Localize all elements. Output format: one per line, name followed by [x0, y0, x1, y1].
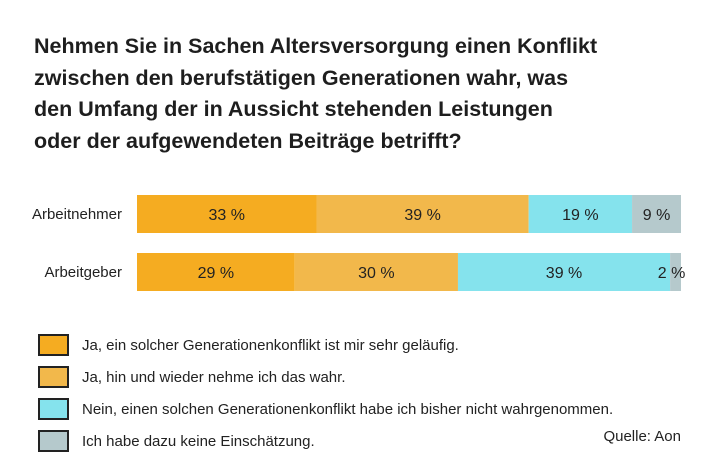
- bar-segment: [670, 253, 681, 291]
- legend-item: Ja, hin und wieder nehme ich das wahr.: [38, 361, 613, 393]
- legend-item: Ja, ein solcher Generationenkonflikt ist…: [38, 329, 613, 361]
- legend-label: Ja, hin und wieder nehme ich das wahr.: [82, 368, 346, 386]
- data-label: 39 %: [404, 207, 440, 224]
- data-label: 30 %: [358, 265, 394, 282]
- category-label: Arbeitnehmer: [32, 206, 122, 223]
- bar-segment: [457, 253, 671, 291]
- legend: Ja, ein solcher Generationenkonflikt ist…: [38, 329, 613, 457]
- legend-label: Nein, einen solchen Generationenkonflikt…: [82, 400, 614, 418]
- data-label: 39 %: [546, 265, 582, 282]
- bar-segment: [316, 195, 529, 233]
- bar-segment: [294, 253, 458, 291]
- data-label: 29 %: [198, 265, 234, 282]
- legend-swatch: [38, 430, 69, 452]
- legend-swatch: [38, 398, 69, 420]
- legend-label: Ja, ein solcher Generationenkonflikt ist…: [82, 336, 459, 354]
- bar-segment: [137, 253, 295, 291]
- legend-item: Ich habe dazu keine Einschätzung.: [38, 425, 613, 457]
- legend-item: Nein, einen solchen Generationenkonflikt…: [38, 393, 613, 425]
- legend-label: Ich habe dazu keine Einschätzung.: [82, 432, 315, 450]
- bar-segment: [137, 195, 317, 233]
- data-label: 33 %: [209, 207, 245, 224]
- category-label: Arbeitgeber: [44, 264, 122, 281]
- data-label: 19 %: [562, 207, 598, 224]
- data-label: 2 %: [658, 265, 686, 282]
- legend-swatch: [38, 366, 69, 388]
- legend-swatch: [38, 334, 69, 356]
- source-note: Quelle: Aon: [603, 428, 681, 445]
- chart-title: Nehmen Sie in Sachen Altersversorgung ei…: [34, 34, 598, 153]
- bar-segment: [528, 195, 633, 233]
- data-label: 9 %: [643, 207, 671, 224]
- bar-segment: [632, 195, 681, 233]
